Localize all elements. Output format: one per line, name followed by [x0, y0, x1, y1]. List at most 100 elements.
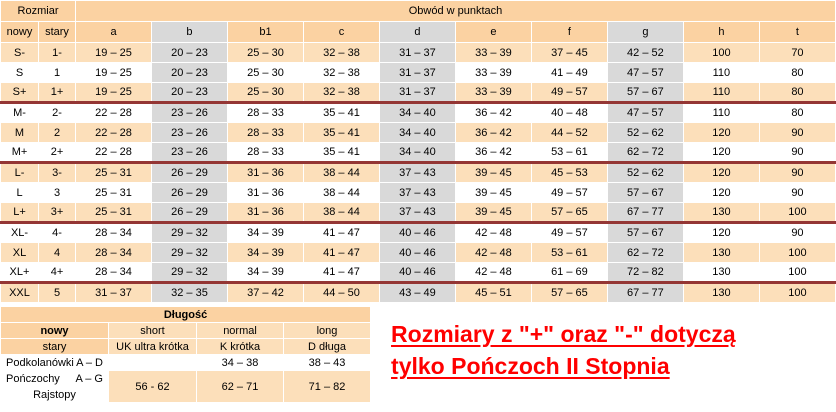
cell-t: 90	[758, 122, 836, 143]
cell-e: 36 – 42	[454, 142, 532, 164]
cell-f: 53 – 61	[530, 142, 608, 164]
cell-t: 100	[758, 202, 836, 224]
cell-c: 32 – 38	[302, 62, 380, 83]
cell-h: 130	[682, 282, 760, 303]
size-new-label: XXL	[0, 282, 39, 303]
tights-row: Rajstopy	[0, 386, 371, 403]
size-new-label: M-	[0, 102, 39, 123]
cell-a: 25 – 31	[75, 162, 152, 183]
cell-d: 31 – 37	[378, 62, 456, 83]
cell-d: 31 – 37	[378, 82, 456, 104]
size-row-S-: S- 1- 19 – 25 20 – 23 25 – 30 32 – 38 31 – 37 3…	[0, 42, 836, 63]
size-old-label: 1-	[37, 42, 77, 63]
size-row-M-: M- 2- 22 – 28 23 – 26 28 – 33 35 – 41 34 – 40 3…	[0, 102, 836, 123]
cell-a: 28 – 34	[75, 222, 152, 243]
cell-c: 35 – 41	[302, 142, 380, 164]
cell-t: 100	[758, 262, 836, 284]
cell-h: 110	[682, 102, 760, 123]
size-row-M: M 2 22 – 28 23 – 26 28 – 33 35 – 41 34 – 40 36 …	[0, 122, 836, 143]
column-header-g: g	[606, 21, 684, 43]
cell-b: 20 – 23	[151, 82, 228, 104]
cell-a: 25 – 31	[75, 182, 152, 203]
stockings-label: Pończochy A – G	[0, 370, 109, 387]
cell-d: 37 – 43	[378, 202, 456, 224]
cell-c: 41 – 47	[302, 242, 380, 263]
cell-f: 45 – 53	[530, 162, 608, 183]
cell-b1: 28 – 33	[226, 102, 304, 123]
cell-b1: 34 – 39	[226, 242, 304, 263]
cell-h: 100	[682, 42, 760, 63]
cell-a: 28 – 34	[75, 242, 152, 263]
cell-a: 19 – 25	[75, 42, 152, 63]
size-old-label: 3+	[37, 202, 77, 224]
cell-e: 33 – 39	[454, 62, 532, 83]
cell-c: 41 – 47	[302, 222, 380, 243]
cell-b: 26 – 29	[151, 182, 228, 203]
length-title-row: Długość	[0, 306, 372, 323]
cell-d: 40 – 46	[378, 222, 456, 243]
cell-d: 43 – 49	[378, 282, 456, 303]
length-old-col-long: D długa	[282, 338, 372, 355]
cell-t: 90	[758, 222, 836, 243]
cell-c: 32 – 38	[302, 42, 380, 63]
cell-b: 23 – 26	[151, 142, 228, 164]
kneehigh-label: Podkolanówki A – D	[0, 354, 109, 371]
cell-f: 49 – 57	[530, 82, 608, 104]
size-row-XL-: XL- 4- 28 – 34 29 – 32 34 – 39 41 – 47 40 – 46…	[0, 222, 836, 243]
cell-f: 53 – 61	[530, 242, 608, 263]
cell-c: 41 – 47	[302, 262, 380, 284]
cell-c: 38 – 44	[302, 202, 380, 224]
column-header-c: c	[302, 21, 380, 43]
cell-t: 90	[758, 182, 836, 203]
bottom-section: Długość nowy short normal long stary UK …	[0, 306, 836, 403]
kneehigh-row: Podkolanówki A – D 34 – 38 38 – 43	[0, 354, 372, 371]
size-old-label: 3-	[37, 162, 77, 183]
kneehigh-name: Podkolanówki	[6, 356, 74, 369]
cell-t: 70	[758, 42, 836, 63]
cell-b1: 25 – 30	[226, 62, 304, 83]
cell-a: 28 – 34	[75, 262, 152, 284]
cell-b1: 25 – 30	[226, 82, 304, 104]
cell-g: 52 – 62	[606, 122, 684, 143]
cell-g: 62 – 72	[606, 242, 684, 263]
size-old-label: 4	[37, 242, 77, 263]
cell-b: 23 – 26	[151, 102, 228, 123]
cell-f: 40 – 48	[530, 102, 608, 123]
cell-t: 90	[758, 162, 836, 183]
cell-e: 36 – 42	[454, 122, 532, 143]
size-row-XL: XL 4 28 – 34 29 – 32 34 – 39 41 – 47 40 – 46 42…	[0, 242, 836, 263]
cell-g: 52 – 62	[606, 162, 684, 183]
cell-e: 33 – 39	[454, 82, 532, 104]
stockings-long: 71 – 82	[282, 370, 372, 403]
cell-f: 57 – 65	[530, 282, 608, 303]
cell-c: 38 – 44	[302, 182, 380, 203]
size-row-L-: L- 3- 25 – 31 26 – 29 31 – 36 38 – 44 37 – 43 3…	[0, 162, 836, 183]
cell-b1: 28 – 33	[226, 122, 304, 143]
stockings-name: Pończochy	[6, 372, 60, 385]
cell-h: 120	[682, 162, 760, 183]
length-old-row: stary UK ultra krótka K krótka D długa	[0, 338, 372, 355]
cell-g: 67 – 77	[606, 202, 684, 224]
size-row-S+: S+ 1+ 19 – 25 20 – 23 25 – 30 32 – 38 31 – 37 3…	[0, 82, 836, 104]
cell-c: 38 – 44	[302, 162, 380, 183]
size-group-header: Rozmiar	[0, 0, 77, 22]
cell-c: 35 – 41	[302, 122, 380, 143]
length-col-normal: normal	[196, 322, 284, 339]
cell-h: 110	[682, 82, 760, 104]
stockings-short: 56 - 62	[108, 370, 197, 403]
cell-b1: 31 – 36	[226, 162, 304, 183]
size-old-label: 3	[37, 182, 77, 203]
cell-g: 47 – 57	[606, 102, 684, 123]
cell-a: 25 – 31	[75, 202, 152, 224]
cell-b1: 31 – 36	[226, 182, 304, 203]
cell-b1: 34 – 39	[226, 222, 304, 243]
size-new-label: S-	[0, 42, 39, 63]
size-old-label: 2-	[37, 102, 77, 123]
length-old-col-short: UK ultra krótka	[108, 338, 197, 355]
stockings-row: Pończochy A – G 56 - 62 62 – 71 71 – 82	[0, 370, 372, 403]
column-header-stary: stary	[37, 21, 77, 43]
column-header-b1: b1	[226, 21, 304, 43]
kneehigh-normal: 34 – 38	[196, 354, 284, 371]
cell-h: 130	[682, 262, 760, 284]
size-old-label: 2	[37, 122, 77, 143]
